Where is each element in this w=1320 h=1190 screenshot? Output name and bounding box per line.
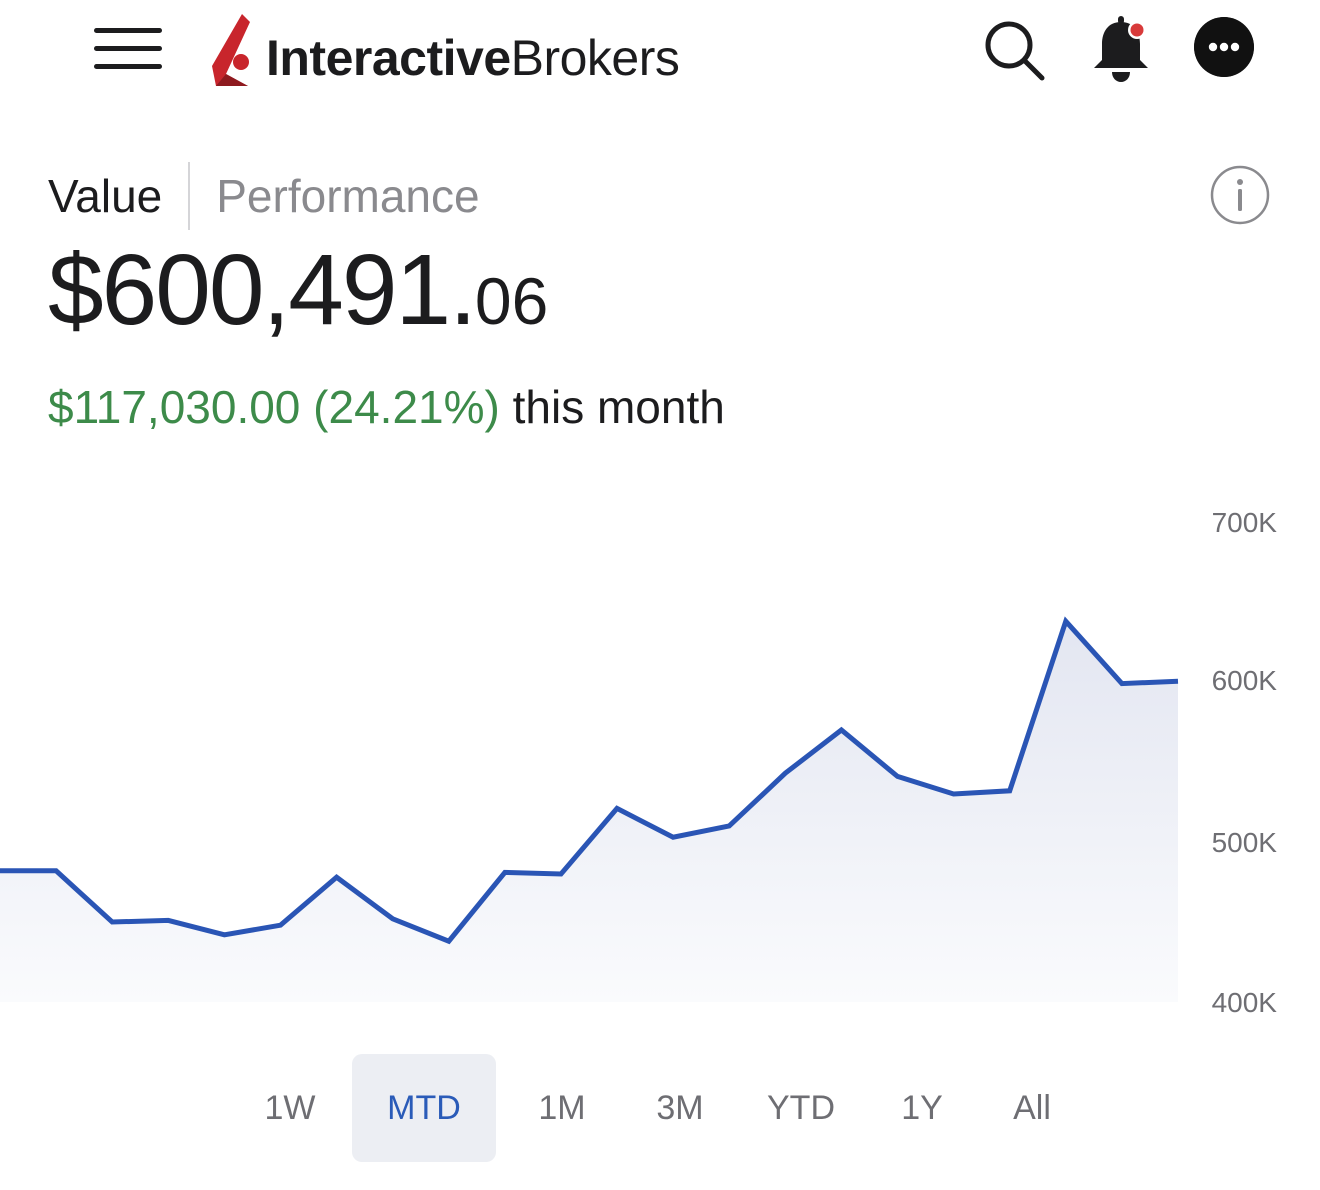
- range-mtd[interactable]: MTD: [352, 1054, 496, 1162]
- app-header: InteractiveBrokers: [0, 0, 1320, 120]
- brand-light: Brokers: [510, 30, 680, 86]
- more-icon[interactable]: [1194, 17, 1254, 77]
- tab-value[interactable]: Value: [48, 170, 163, 222]
- chart-series-line: [0, 616, 1179, 945]
- y-tick-label: 500K: [1212, 827, 1278, 858]
- change-period: this month: [512, 381, 725, 433]
- value-change: $117,030.00 (24.21%) this month: [48, 380, 725, 434]
- range-selector: 1W MTD 1M 3M YTD 1Y All: [240, 1054, 1082, 1162]
- range-3m[interactable]: 3M: [656, 1089, 704, 1127]
- value-main: $600,491.: [48, 234, 477, 346]
- logo-mark-icon: [212, 14, 250, 86]
- bell-icon[interactable]: [1090, 16, 1152, 82]
- notification-dot: [1130, 23, 1144, 37]
- value-cents: 06: [474, 264, 549, 338]
- view-tabs: Value Performance: [48, 160, 480, 232]
- info-icon[interactable]: [1210, 165, 1270, 225]
- tab-performance[interactable]: Performance: [216, 170, 480, 222]
- account-value: $600,491.06: [48, 240, 548, 340]
- brand-wordmark: InteractiveBrokers: [266, 30, 680, 86]
- range-all[interactable]: All: [1013, 1089, 1051, 1127]
- y-tick-label: 700K: [1212, 507, 1278, 538]
- range-ytd[interactable]: YTD: [767, 1089, 835, 1127]
- tab-divider: [188, 162, 191, 230]
- y-tick-label: 600K: [1212, 665, 1278, 696]
- search-icon[interactable]: [982, 18, 1046, 82]
- y-tick-label: 400K: [1212, 987, 1278, 1018]
- menu-icon[interactable]: [94, 24, 164, 72]
- brand-logo: InteractiveBrokers: [212, 12, 680, 92]
- change-amount: $117,030.00 (24.21%): [48, 381, 500, 433]
- portfolio-chart[interactable]: 700K 600K 500K 400K: [0, 490, 1320, 1030]
- chart-area-fill: [0, 621, 1178, 1002]
- range-1y[interactable]: 1Y: [901, 1089, 943, 1127]
- brand-bold: Interactive: [266, 30, 511, 86]
- range-1w[interactable]: 1W: [264, 1089, 316, 1127]
- range-1m[interactable]: 1M: [538, 1089, 586, 1127]
